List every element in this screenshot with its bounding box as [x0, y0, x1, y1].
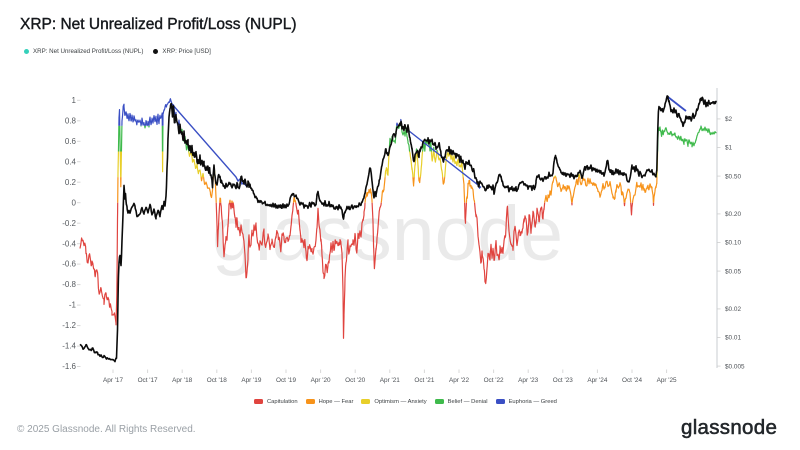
- svg-text:Oct '19: Oct '19: [276, 377, 296, 384]
- svg-text:$0.20: $0.20: [725, 211, 741, 218]
- svg-text:Oct '20: Oct '20: [345, 377, 365, 384]
- svg-text:-0.2: -0.2: [62, 219, 76, 228]
- svg-text:$2: $2: [725, 116, 733, 123]
- svg-text:-0.6: -0.6: [62, 260, 76, 269]
- svg-text:Apr '20: Apr '20: [311, 377, 331, 384]
- svg-text:Apr '25: Apr '25: [657, 377, 677, 384]
- svg-text:$0.05: $0.05: [725, 268, 741, 275]
- svg-text:-1: -1: [69, 301, 77, 310]
- svg-text:$1: $1: [725, 145, 733, 152]
- svg-text:Oct '17: Oct '17: [138, 377, 158, 384]
- svg-text:$0.10: $0.10: [725, 240, 741, 247]
- svg-text:Apr '24: Apr '24: [587, 377, 607, 384]
- svg-text:-1.4: -1.4: [62, 342, 76, 351]
- svg-text:0.4: 0.4: [65, 157, 77, 166]
- svg-text:$0.02: $0.02: [725, 306, 741, 313]
- svg-text:-1.6: -1.6: [62, 362, 76, 371]
- svg-text:Apr '19: Apr '19: [241, 377, 261, 384]
- svg-text:0: 0: [72, 198, 77, 207]
- svg-text:Apr '18: Apr '18: [172, 377, 192, 384]
- svg-text:$0.005: $0.005: [725, 363, 745, 370]
- svg-text:Oct '18: Oct '18: [207, 377, 227, 384]
- svg-text:0.8: 0.8: [65, 116, 77, 125]
- svg-text:$0.01: $0.01: [725, 335, 741, 342]
- svg-text:Apr '17: Apr '17: [103, 377, 123, 384]
- svg-text:Oct '24: Oct '24: [622, 377, 642, 384]
- svg-text:0.6: 0.6: [65, 137, 77, 146]
- svg-text:Oct '23: Oct '23: [553, 377, 573, 384]
- svg-text:0.2: 0.2: [65, 178, 77, 187]
- svg-text:-0.4: -0.4: [62, 239, 76, 248]
- svg-text:Apr '22: Apr '22: [449, 377, 469, 384]
- svg-text:Oct '21: Oct '21: [414, 377, 434, 384]
- svg-text:1: 1: [72, 96, 77, 105]
- svg-text:Apr '23: Apr '23: [518, 377, 538, 384]
- svg-text:Apr '21: Apr '21: [380, 377, 400, 384]
- svg-text:-0.8: -0.8: [62, 280, 76, 289]
- svg-text:Oct '22: Oct '22: [484, 377, 504, 384]
- svg-text:-1.2: -1.2: [62, 321, 76, 330]
- svg-text:$0.50: $0.50: [725, 173, 741, 180]
